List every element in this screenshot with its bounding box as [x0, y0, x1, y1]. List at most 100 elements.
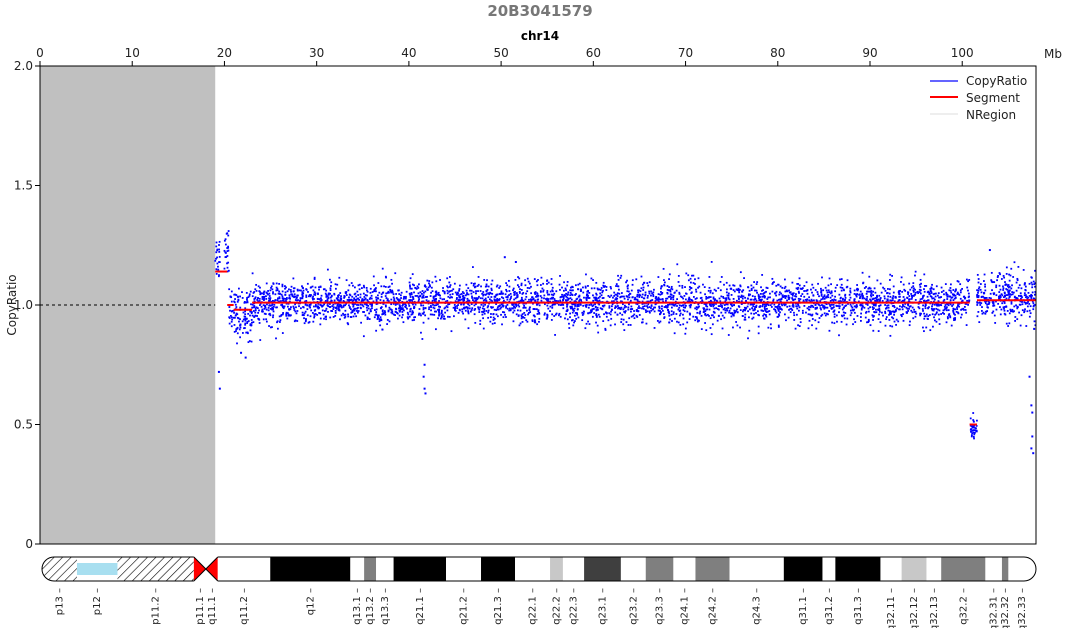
copy-ratio-point-152	[248, 293, 251, 296]
copy-ratio-point-639	[440, 317, 442, 320]
copy-ratio-point-593	[672, 311, 675, 314]
band-9	[376, 557, 394, 581]
copy-ratio-point-3878	[532, 302, 534, 305]
copy-ratio-point-3612	[853, 311, 856, 314]
copy-ratio-point-4017	[1005, 294, 1008, 297]
copy-ratio-point-3920	[971, 425, 974, 428]
copy-ratio-point-3579	[663, 279, 665, 282]
copy-ratio-point-289	[795, 293, 797, 295]
copy-ratio-point-3240	[546, 279, 549, 282]
copy-ratio-point-666	[641, 321, 644, 324]
copy-ratio-point-3561	[462, 292, 465, 295]
copy-ratio-point-1852	[380, 295, 383, 298]
copy-ratio-point-2216	[453, 282, 456, 285]
copy-ratio-point-484	[635, 314, 638, 317]
copy-ratio-point-2294	[438, 309, 441, 312]
copy-ratio-point-3558	[925, 326, 928, 329]
copy-ratio-point-1578	[296, 289, 299, 292]
copy-ratio-point-3728	[285, 297, 288, 299]
copy-ratio-point-3034	[257, 285, 260, 288]
copy-ratio-point-4015	[1034, 324, 1036, 327]
copy-ratio-point-799	[760, 292, 762, 295]
copy-ratio-point-258	[623, 329, 626, 332]
copy-ratio-point-3235	[903, 305, 906, 308]
copy-ratio-point-1577	[967, 280, 970, 283]
copy-ratio-point-3817	[433, 295, 436, 298]
band-17	[620, 557, 646, 581]
copy-ratio-point-3121	[446, 299, 449, 302]
copy-ratio-point-3199	[865, 285, 867, 288]
copy-ratio-point-945	[524, 298, 527, 301]
copy-ratio-point-1654	[262, 318, 265, 321]
copy-ratio-point-348	[525, 295, 528, 298]
copy-ratio-point-2158	[841, 303, 844, 306]
copy-ratio-point-2551	[939, 296, 941, 299]
copy-ratio-point-2401	[464, 294, 467, 297]
copy-ratio-point-2451	[271, 303, 274, 306]
copy-ratio-point-2810	[566, 284, 569, 287]
copy-ratio-point-3452	[478, 311, 481, 313]
copy-ratio-point-975	[811, 291, 813, 294]
copy-ratio-point-2380	[336, 283, 339, 286]
copy-ratio-point-2577	[391, 310, 394, 313]
copy-ratio-point-1033	[817, 282, 819, 285]
copy-ratio-point-2803	[263, 290, 266, 293]
copy-ratio-point-2210	[861, 297, 864, 300]
copy-ratio-point-372	[376, 294, 379, 297]
copy-ratio-point-2081	[903, 288, 906, 291]
copy-ratio-point-1348	[364, 297, 367, 300]
copy-ratio-point-2606	[397, 289, 400, 292]
copy-ratio-point-2847	[355, 295, 357, 298]
copy-ratio-point-2462	[566, 308, 569, 311]
copy-ratio-point-3603	[900, 281, 902, 283]
copy-ratio-point-2564	[696, 317, 698, 320]
copy-ratio-point-2308	[884, 304, 887, 306]
copy-ratio-point-2739	[878, 313, 881, 316]
copy-ratio-point-3490	[839, 300, 841, 303]
copy-ratio-point-837	[866, 295, 869, 298]
copy-ratio-point-3897	[926, 291, 929, 294]
copy-ratio-point-3408	[869, 287, 872, 290]
copy-ratio-point-1520	[642, 307, 645, 310]
copy-ratio-point-3605	[920, 282, 922, 285]
copy-ratio-point-1280	[609, 324, 612, 327]
copy-ratio-point-1480	[479, 323, 482, 326]
copy-ratio-point-4090	[981, 312, 984, 315]
copy-ratio-point-1158	[450, 296, 453, 298]
copy-ratio-point-3368	[354, 286, 356, 289]
copy-ratio-point-3467	[290, 290, 292, 293]
copy-ratio-point-1468	[752, 316, 755, 319]
copy-ratio-point-2520	[288, 300, 291, 303]
copy-ratio-point-4058	[1024, 282, 1026, 284]
copy-ratio-point-1292	[473, 304, 476, 307]
copy-ratio-point-3523	[624, 311, 626, 314]
copy-ratio-point-833	[440, 312, 443, 315]
copy-ratio-point-2240	[302, 306, 305, 309]
copy-ratio-point-3318	[709, 304, 712, 307]
copy-ratio-point-1268	[409, 287, 412, 290]
copy-ratio-point-2461	[699, 310, 702, 313]
copy-ratio-point-2434	[377, 297, 380, 300]
copy-ratio-point-3312	[913, 308, 916, 311]
copy-ratio-point-229	[766, 307, 768, 310]
copy-ratio-point-1065	[599, 289, 602, 291]
copy-ratio-point-4156	[1016, 318, 1019, 321]
copy-ratio-point-1147	[774, 310, 777, 312]
copy-ratio-point-2075	[582, 304, 585, 307]
copy-ratio-point-2665	[928, 293, 931, 296]
copy-ratio-point-1673	[811, 283, 814, 286]
copy-ratio-point-506	[400, 291, 403, 294]
copy-ratio-point-1544	[791, 281, 794, 284]
copy-ratio-point-3372	[414, 303, 417, 306]
band-10	[393, 557, 447, 581]
copy-ratio-point-2180	[461, 308, 464, 311]
copy-ratio-point-2195	[419, 295, 422, 298]
copy-ratio-point-3424	[949, 316, 952, 319]
copy-ratio-point-2198	[308, 305, 311, 308]
copy-ratio-point-2116	[271, 306, 274, 309]
copy-ratio-point-2658	[688, 296, 691, 299]
copy-ratio-point-2655	[498, 287, 501, 289]
copy-ratio-point-166	[247, 341, 250, 344]
copy-ratio-point-157	[235, 306, 238, 308]
copy-ratio-point-1728	[840, 278, 843, 280]
